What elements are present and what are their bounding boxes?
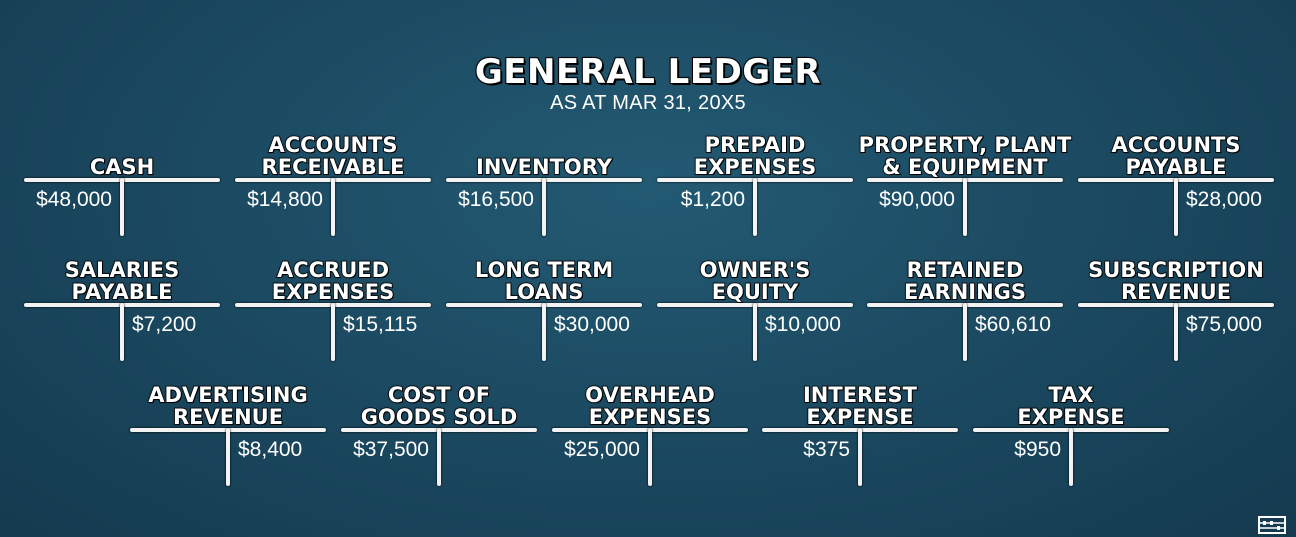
t-account-interest-expense: INTEREST EXPENSE $375 bbox=[762, 370, 958, 490]
debit-value: $37,500 bbox=[353, 438, 429, 461]
credit-value: $8,400 bbox=[238, 438, 303, 461]
account-name: RETAINED EARNINGS bbox=[903, 258, 1027, 304]
credit-value: $10,000 bbox=[765, 313, 841, 336]
t-account-vertical-line bbox=[226, 428, 230, 486]
t-account-vertical-line bbox=[542, 303, 546, 361]
t-account-cash: CASH $48,000 bbox=[24, 120, 220, 240]
debit-value: $25,000 bbox=[564, 438, 640, 461]
t-account-long-term-loans: LONG TERM LOANS $30,000 bbox=[446, 245, 642, 365]
debit-value: $950 bbox=[1014, 438, 1061, 461]
page-subtitle: AS AT MAR 31, 20X5 bbox=[550, 92, 746, 114]
debit-value: $48,000 bbox=[36, 188, 112, 211]
account-name: TAX EXPENSE bbox=[1017, 383, 1126, 429]
t-account-cost-of-goods-sold: COST OF GOODS SOLD $37,500 bbox=[341, 370, 537, 490]
credit-value: $60,610 bbox=[975, 313, 1051, 336]
t-account-accrued-expenses: ACCRUED EXPENSES $15,115 bbox=[235, 245, 431, 365]
t-account-vertical-line bbox=[753, 303, 757, 361]
t-account-accounts-payable: ACCOUNTS PAYABLE $28,000 bbox=[1078, 120, 1274, 240]
t-account-vertical-line bbox=[331, 303, 335, 361]
debit-value: $375 bbox=[803, 438, 850, 461]
t-account-vertical-line bbox=[1069, 428, 1073, 486]
t-account-vertical-line bbox=[1174, 303, 1178, 361]
account-name: OVERHEAD EXPENSES bbox=[584, 383, 715, 429]
debit-value: $1,200 bbox=[680, 188, 745, 211]
credit-value: $30,000 bbox=[554, 313, 630, 336]
t-account-vertical-line bbox=[1174, 178, 1178, 236]
account-name: COST OF GOODS SOLD bbox=[360, 383, 518, 429]
t-account-owners-equity: OWNER'S EQUITY $10,000 bbox=[657, 245, 853, 365]
t-account-vertical-line bbox=[120, 178, 124, 236]
account-name: PREPAID EXPENSES bbox=[693, 133, 817, 179]
t-account-overhead-expenses: OVERHEAD EXPENSES $25,000 bbox=[552, 370, 748, 490]
t-account-inventory: INVENTORY $16,500 bbox=[446, 120, 642, 240]
page-title: GENERAL LEDGER bbox=[474, 51, 822, 93]
account-name: SALARIES PAYABLE bbox=[64, 258, 180, 304]
t-account-vertical-line bbox=[963, 178, 967, 236]
abacus-icon bbox=[1258, 516, 1286, 534]
credit-value: $75,000 bbox=[1186, 313, 1262, 336]
t-account-vertical-line bbox=[120, 303, 124, 361]
account-name: ACCOUNTS PAYABLE bbox=[1111, 133, 1242, 179]
account-name: ACCOUNTS RECEIVABLE bbox=[261, 133, 405, 179]
t-account-vertical-line bbox=[753, 178, 757, 236]
debit-value: $16,500 bbox=[458, 188, 534, 211]
account-name: SUBSCRIPTION REVENUE bbox=[1087, 258, 1264, 304]
t-account-subscription-revenue: SUBSCRIPTION REVENUE $75,000 bbox=[1078, 245, 1274, 365]
t-account-prepaid-expenses: PREPAID EXPENSES $1,200 bbox=[657, 120, 853, 240]
t-account-vertical-line bbox=[437, 428, 441, 486]
debit-value: $14,800 bbox=[247, 188, 323, 211]
t-account-vertical-line bbox=[331, 178, 335, 236]
account-name: OWNER'S EQUITY bbox=[699, 258, 811, 304]
t-account-retained-earnings: RETAINED EARNINGS $60,610 bbox=[867, 245, 1063, 365]
account-name: PROPERTY, PLANT & EQUIPMENT bbox=[858, 133, 1072, 179]
t-account-accounts-receivable: ACCOUNTS RECEIVABLE $14,800 bbox=[235, 120, 431, 240]
t-account-tax-expense: TAX EXPENSE $950 bbox=[973, 370, 1169, 490]
account-name: CASH bbox=[89, 155, 155, 179]
t-account-advertising-revenue: ADVERTISING REVENUE $8,400 bbox=[130, 370, 326, 490]
credit-value: $15,115 bbox=[343, 313, 418, 336]
t-account-vertical-line bbox=[963, 303, 967, 361]
account-name: INVENTORY bbox=[475, 155, 612, 179]
account-name: INTEREST EXPENSE bbox=[802, 383, 918, 429]
t-account-salaries-payable: SALARIES PAYABLE $7,200 bbox=[24, 245, 220, 365]
t-account-property-plant-equipment: PROPERTY, PLANT & EQUIPMENT $90,000 bbox=[858, 120, 1072, 240]
account-name: ACCRUED EXPENSES bbox=[271, 258, 395, 304]
t-account-vertical-line bbox=[542, 178, 546, 236]
debit-value: $90,000 bbox=[879, 188, 955, 211]
t-account-vertical-line bbox=[648, 428, 652, 486]
account-name: LONG TERM LOANS bbox=[474, 258, 614, 304]
credit-value: $28,000 bbox=[1186, 188, 1262, 211]
t-account-vertical-line bbox=[858, 428, 862, 486]
account-name: ADVERTISING REVENUE bbox=[148, 383, 309, 429]
credit-value: $7,200 bbox=[132, 313, 197, 336]
